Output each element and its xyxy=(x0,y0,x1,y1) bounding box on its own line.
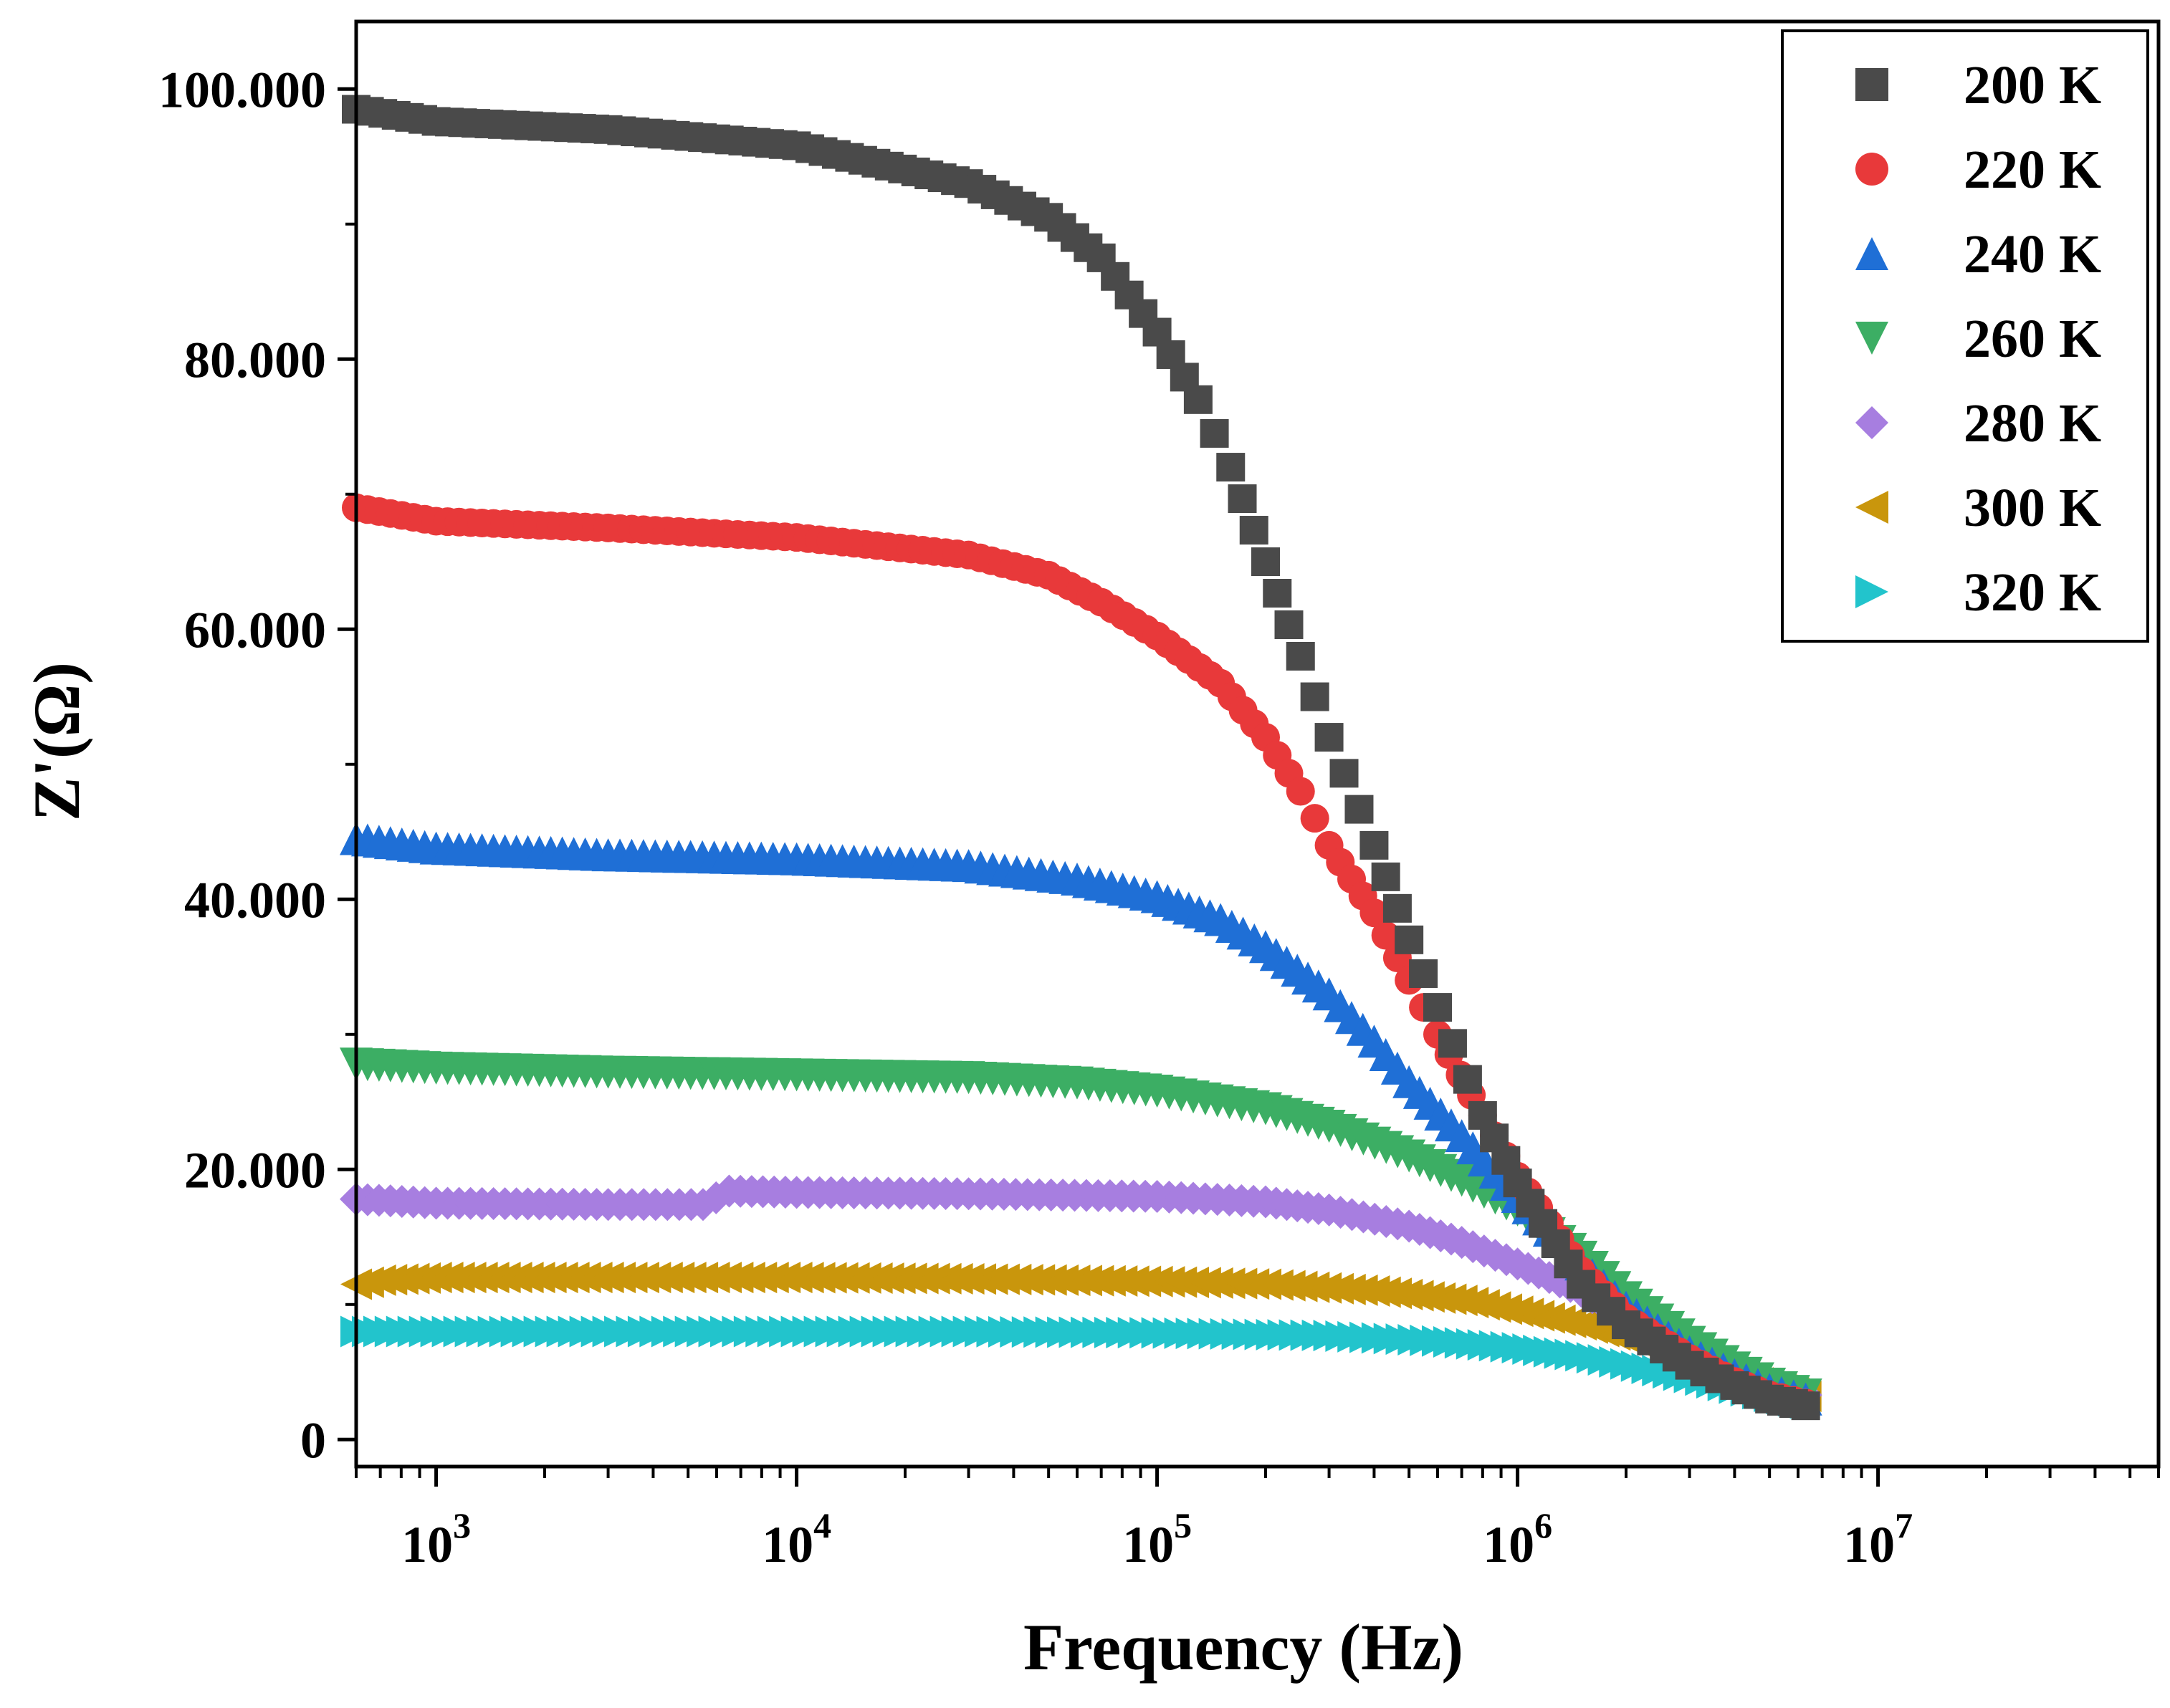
data-point xyxy=(1359,830,1389,860)
legend-label: 220 K xyxy=(1964,140,2101,200)
data-point xyxy=(1371,862,1400,891)
data-point xyxy=(1791,1391,1820,1421)
data-point xyxy=(1314,723,1344,752)
x-tick-label: 107 xyxy=(1843,1505,1913,1573)
legend-label: 240 K xyxy=(1964,224,2101,284)
legend-marker xyxy=(1855,237,1888,270)
y-tick-label: 80.000 xyxy=(184,331,326,388)
data-point xyxy=(1423,993,1452,1022)
data-point xyxy=(1200,418,1229,448)
legend-marker xyxy=(1855,406,1888,439)
data-point xyxy=(1359,898,1389,928)
data-point xyxy=(1216,453,1246,482)
data-point xyxy=(1300,682,1329,711)
data-point xyxy=(1438,1029,1467,1058)
data-point xyxy=(1453,1065,1482,1094)
data-point xyxy=(1395,925,1424,954)
x-axis: 103 104 105 106 107 xyxy=(355,1467,2160,1573)
legend-label: 300 K xyxy=(1964,478,2101,538)
y-tick-label: 100.000 xyxy=(158,61,326,118)
legend-marker xyxy=(1855,575,1888,608)
y-tick-label: 60.000 xyxy=(184,601,326,658)
data-point xyxy=(1286,777,1315,806)
x-axis-title: Frequency (Hz) xyxy=(1023,1611,1463,1684)
legend-marker xyxy=(1855,153,1888,186)
x-tick-label: 106 xyxy=(1483,1505,1552,1573)
legend-marker xyxy=(1855,491,1888,524)
legend-label: 320 K xyxy=(1964,562,2101,623)
x-tick-label: 103 xyxy=(401,1505,471,1573)
data-point xyxy=(1183,385,1213,414)
y-tick-label: 40.000 xyxy=(184,871,326,929)
data-point xyxy=(1371,921,1400,950)
data-point xyxy=(1329,759,1359,788)
data-point xyxy=(1274,610,1304,639)
data-point xyxy=(1239,516,1268,545)
x-tick-label: 105 xyxy=(1122,1505,1192,1573)
y-axis-title: Z'(Ω) xyxy=(20,662,93,821)
legend-box xyxy=(1781,29,2149,643)
legend-label: 280 K xyxy=(1964,393,2101,454)
legend-marker xyxy=(1855,68,1888,101)
series-layer xyxy=(340,95,1822,1421)
data-point xyxy=(1409,959,1438,988)
legend: 200 K 220 K 240 K 260 K 280 K 300 K 320 K xyxy=(1781,29,2149,643)
data-point xyxy=(1286,641,1315,671)
data-point xyxy=(1251,547,1281,577)
legend-marker xyxy=(1855,322,1888,355)
y-tick-label: 20.000 xyxy=(184,1141,326,1199)
data-point xyxy=(1300,804,1329,833)
series-200k xyxy=(342,95,1820,1421)
data-point xyxy=(1263,579,1292,608)
data-point xyxy=(352,1266,384,1298)
legend-label: 260 K xyxy=(1964,309,2101,369)
data-point xyxy=(1228,484,1257,514)
legend-label: 200 K xyxy=(1964,55,2101,115)
y-tick-label: 0 xyxy=(300,1411,326,1469)
data-point xyxy=(1344,795,1374,824)
y-axis: 0 20.000 40.000 60.000 80.000 100.000 xyxy=(158,61,356,1469)
plot-frame xyxy=(354,19,2161,1469)
data-point xyxy=(1382,893,1412,923)
x-tick-label: 104 xyxy=(762,1505,831,1573)
